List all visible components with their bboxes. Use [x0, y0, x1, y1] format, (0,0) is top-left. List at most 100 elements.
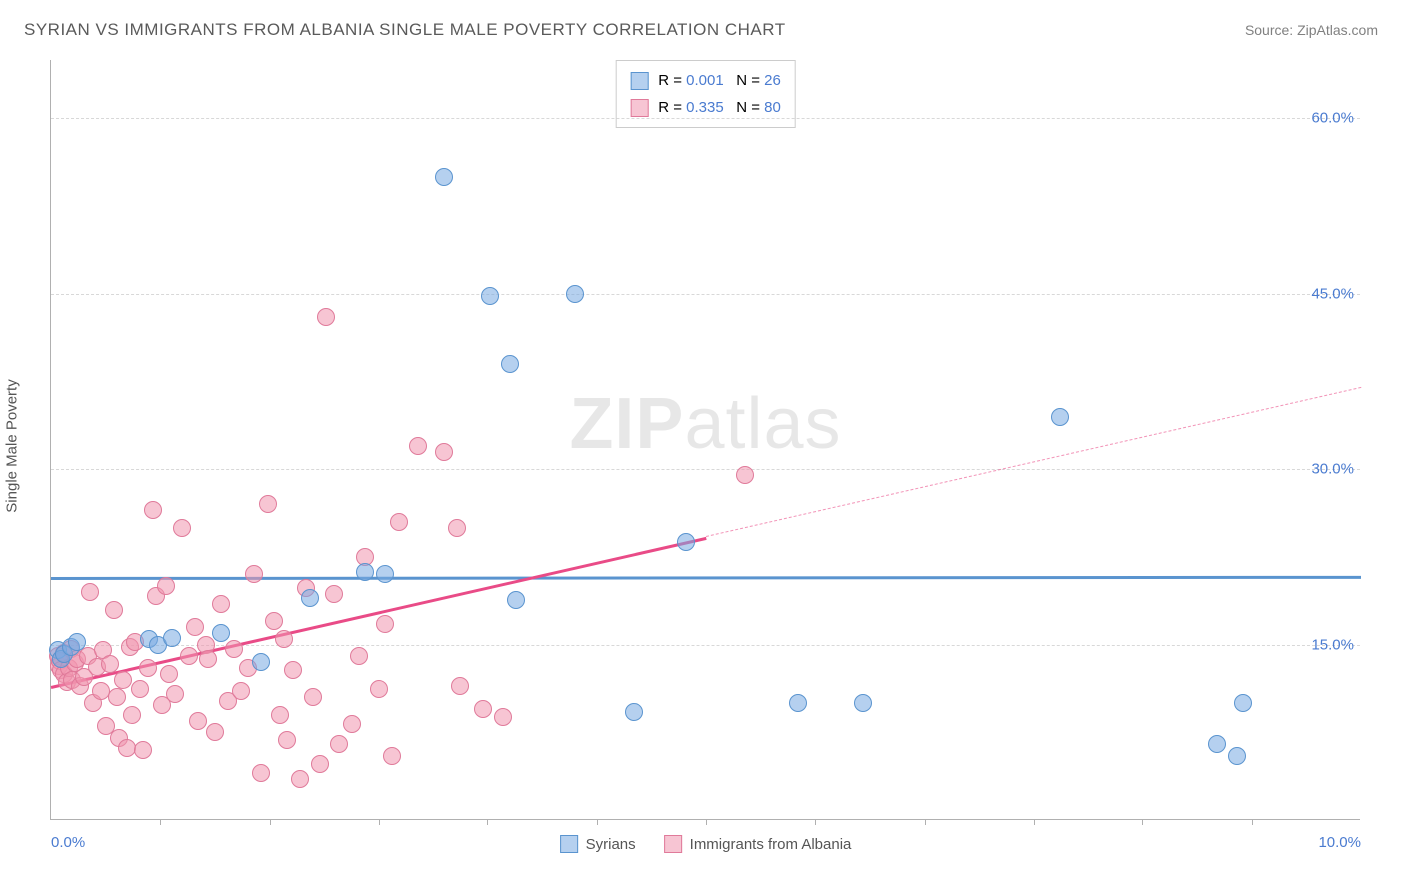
data-point-albania	[212, 595, 230, 613]
data-point-albania	[448, 519, 466, 537]
legend-item-albania: Immigrants from Albania	[664, 835, 852, 853]
data-point-albania	[101, 655, 119, 673]
y-tick-label: 15.0%	[1311, 636, 1354, 653]
data-point-syrians	[507, 591, 525, 609]
x-tick	[160, 819, 161, 825]
data-point-albania	[160, 665, 178, 683]
chart-title: SYRIAN VS IMMIGRANTS FROM ALBANIA SINGLE…	[24, 20, 786, 40]
data-point-albania	[259, 495, 277, 513]
x-tick	[1252, 819, 1253, 825]
data-point-syrians	[625, 703, 643, 721]
x-tick	[597, 819, 598, 825]
data-point-albania	[265, 612, 283, 630]
data-point-albania	[206, 723, 224, 741]
data-point-albania	[317, 308, 335, 326]
scatter-plot-area: ZIPatlas R = 0.001 N = 26 R = 0.335 N = …	[50, 60, 1360, 820]
data-point-syrians	[1208, 735, 1226, 753]
gridline	[51, 118, 1360, 119]
x-tick	[270, 819, 271, 825]
x-tick	[1142, 819, 1143, 825]
data-point-albania	[271, 706, 289, 724]
swatch-syrians-icon	[560, 835, 578, 853]
data-point-albania	[232, 682, 250, 700]
data-point-albania	[166, 685, 184, 703]
data-point-syrians	[566, 285, 584, 303]
data-point-syrians	[1051, 408, 1069, 426]
x-tick-label: 10.0%	[1318, 834, 1361, 851]
x-tick-label: 0.0%	[51, 834, 85, 851]
data-point-albania	[474, 700, 492, 718]
data-point-syrians	[252, 653, 270, 671]
y-tick-label: 45.0%	[1311, 285, 1354, 302]
data-point-albania	[81, 583, 99, 601]
data-point-albania	[451, 677, 469, 695]
data-point-syrians	[789, 694, 807, 712]
source-label: Source: ZipAtlas.com	[1245, 22, 1378, 38]
legend-row-albania: R = 0.335 N = 80	[630, 94, 781, 121]
x-tick	[925, 819, 926, 825]
data-point-albania	[134, 741, 152, 759]
data-point-albania	[390, 513, 408, 531]
y-axis-label: Single Male Poverty	[4, 379, 21, 512]
data-point-albania	[189, 712, 207, 730]
swatch-syrians	[630, 72, 648, 90]
x-tick	[1034, 819, 1035, 825]
data-point-syrians	[677, 533, 695, 551]
data-point-albania	[139, 659, 157, 677]
y-tick-label: 60.0%	[1311, 110, 1354, 127]
y-tick-label: 30.0%	[1311, 461, 1354, 478]
data-point-syrians	[376, 565, 394, 583]
gridline	[51, 645, 1360, 646]
swatch-albania-icon	[664, 835, 682, 853]
data-point-albania	[157, 577, 175, 595]
data-point-albania	[383, 747, 401, 765]
data-point-syrians	[68, 633, 86, 651]
data-point-syrians	[435, 168, 453, 186]
data-point-albania	[225, 640, 243, 658]
data-point-albania	[304, 688, 322, 706]
data-point-syrians	[163, 629, 181, 647]
x-tick	[379, 819, 380, 825]
data-point-albania	[245, 565, 263, 583]
data-point-albania	[108, 688, 126, 706]
legend-row-syrians: R = 0.001 N = 26	[630, 67, 781, 94]
data-point-syrians	[501, 355, 519, 373]
data-point-albania	[123, 706, 141, 724]
data-point-albania	[199, 650, 217, 668]
data-point-syrians	[356, 563, 374, 581]
data-point-albania	[144, 501, 162, 519]
data-point-albania	[278, 731, 296, 749]
gridline	[51, 294, 1360, 295]
data-point-albania	[435, 443, 453, 461]
data-point-albania	[186, 618, 204, 636]
x-tick	[706, 819, 707, 825]
data-point-syrians	[854, 694, 872, 712]
x-tick	[815, 819, 816, 825]
data-point-albania	[284, 661, 302, 679]
legend-item-syrians: Syrians	[560, 835, 636, 853]
data-point-albania	[131, 680, 149, 698]
data-point-syrians	[481, 287, 499, 305]
data-point-syrians	[1228, 747, 1246, 765]
data-point-albania	[343, 715, 361, 733]
data-point-albania	[494, 708, 512, 726]
swatch-albania	[630, 99, 648, 117]
data-point-albania	[173, 519, 191, 537]
data-point-albania	[736, 466, 754, 484]
data-point-albania	[409, 437, 427, 455]
data-point-albania	[376, 615, 394, 633]
data-point-albania	[370, 680, 388, 698]
data-point-albania	[105, 601, 123, 619]
data-point-albania	[330, 735, 348, 753]
data-point-albania	[311, 755, 329, 773]
x-tick	[487, 819, 488, 825]
data-point-syrians	[1234, 694, 1252, 712]
data-point-albania	[180, 647, 198, 665]
data-point-syrians	[212, 624, 230, 642]
regression-line	[706, 387, 1361, 537]
data-point-albania	[325, 585, 343, 603]
data-point-albania	[252, 764, 270, 782]
data-point-albania	[275, 630, 293, 648]
data-point-syrians	[301, 589, 319, 607]
series-legend: Syrians Immigrants from Albania	[560, 835, 852, 853]
